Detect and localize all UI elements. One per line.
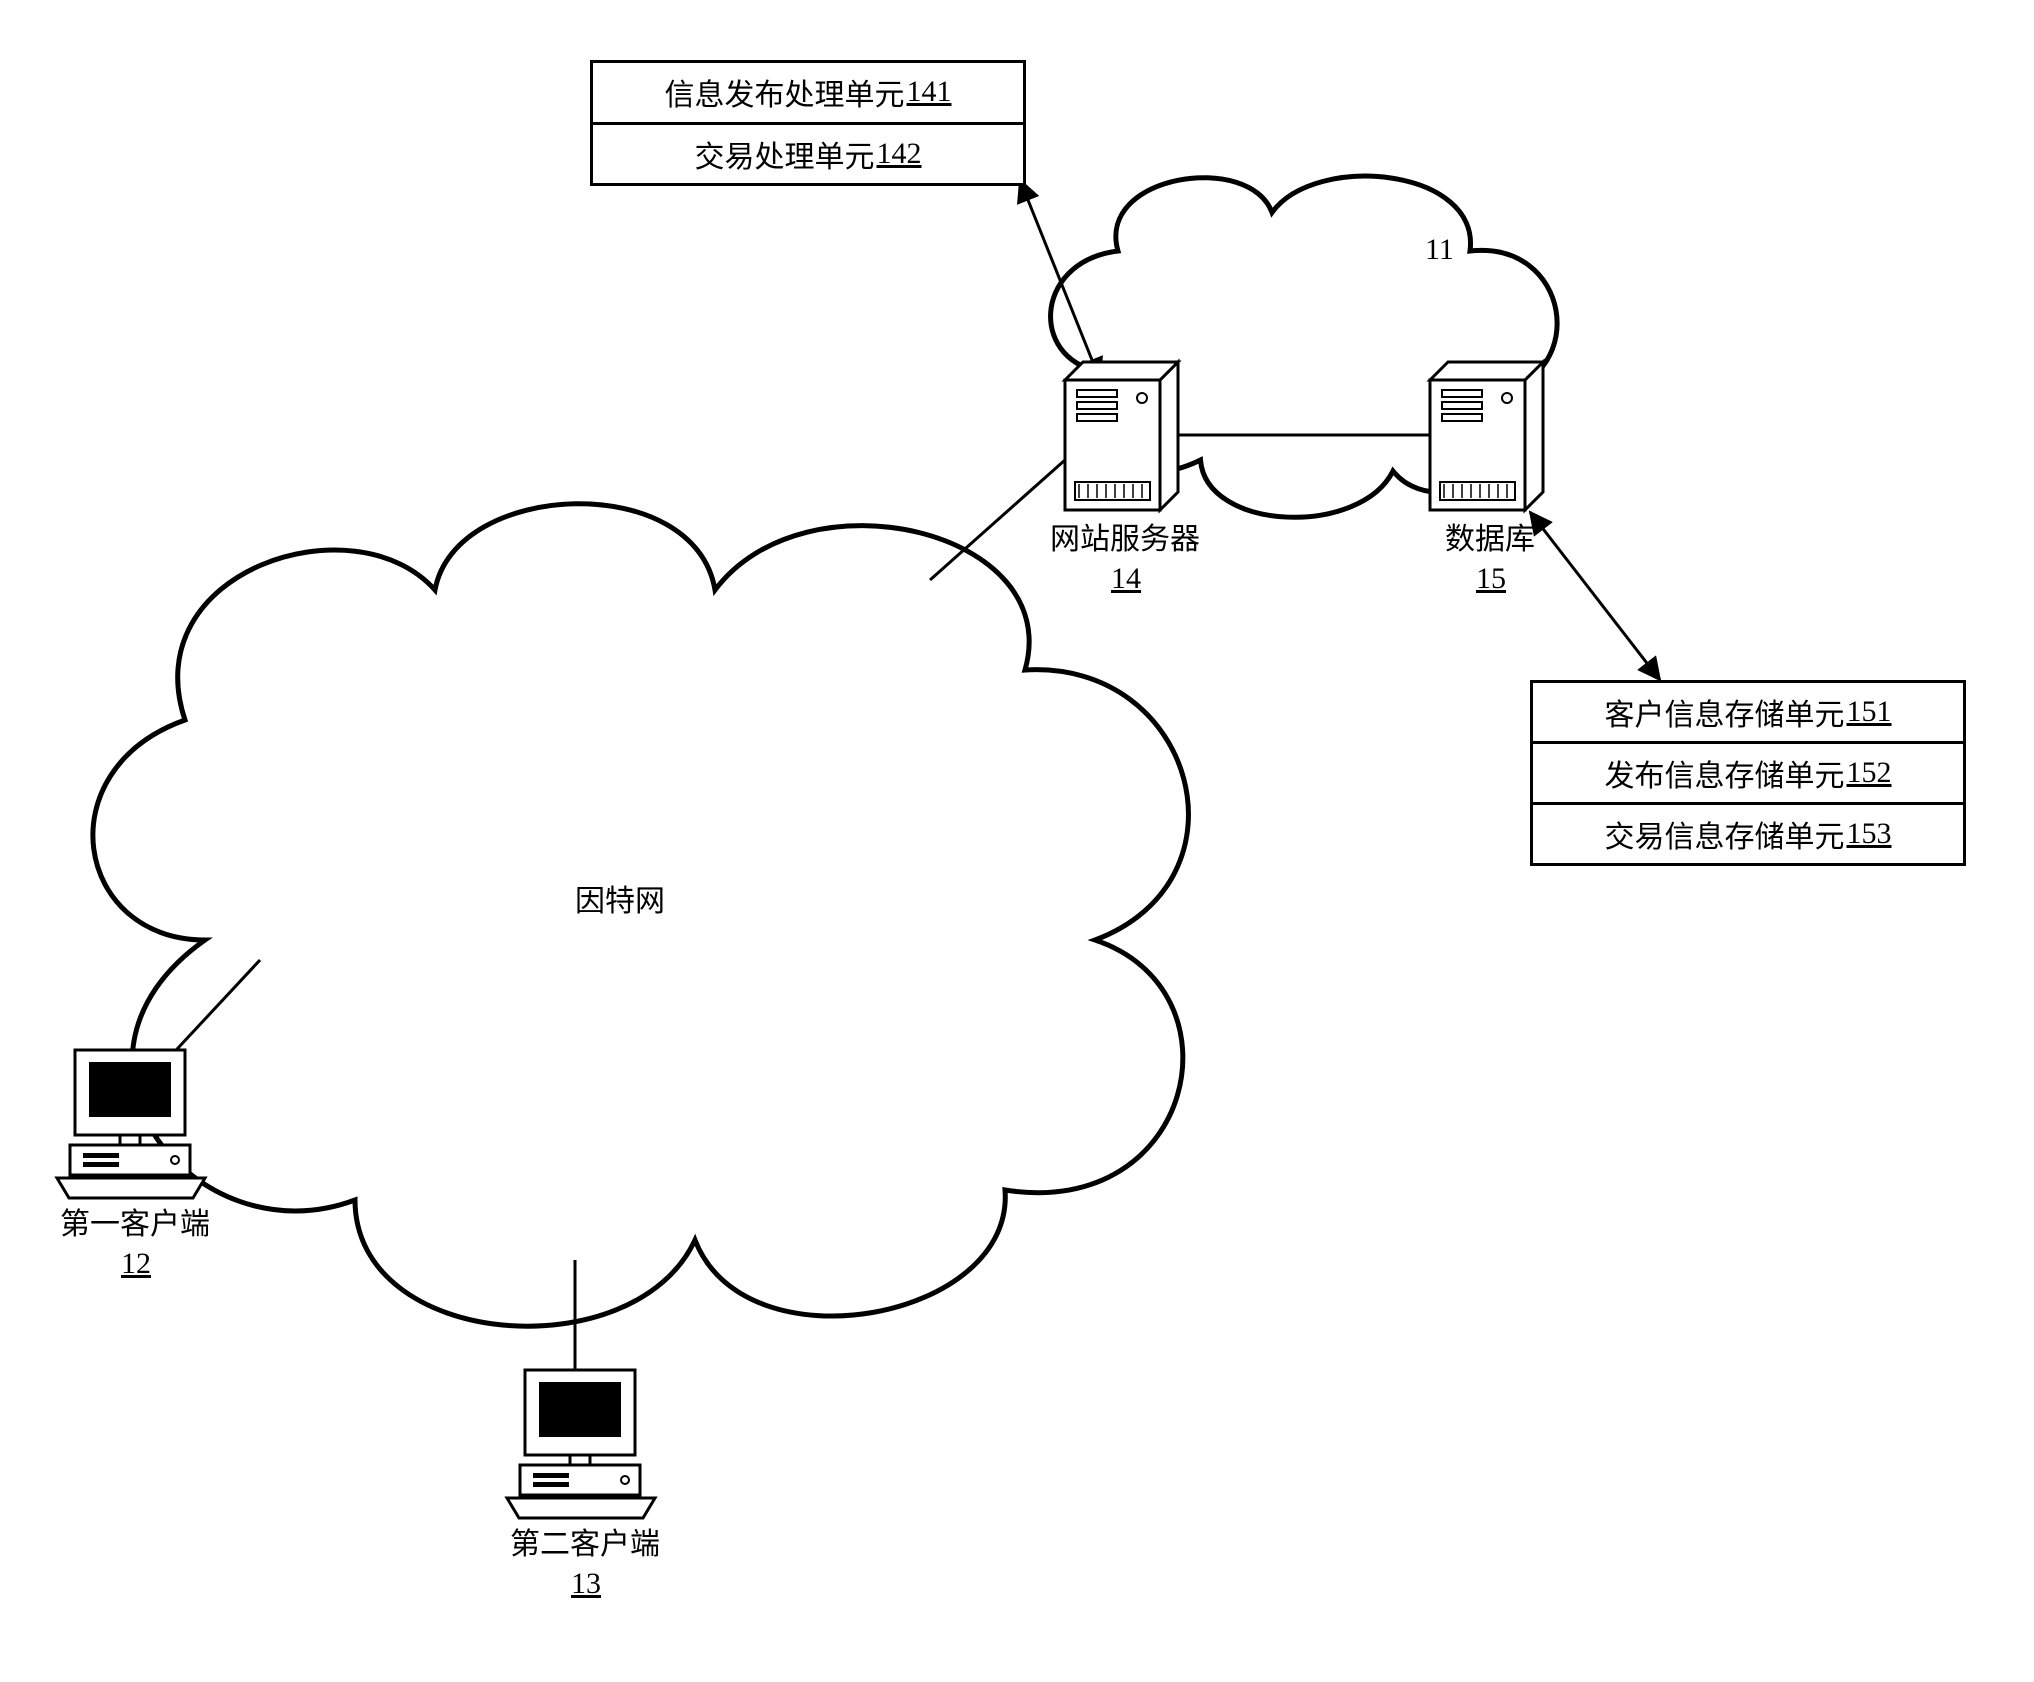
web-server-ref: 14: [1111, 562, 1141, 595]
top-box: 信息发布处理单元141交易处理单元142: [590, 60, 1026, 186]
web-server-text: 网站服务器: [1050, 523, 1200, 556]
top-box-row-1-ref: 142: [877, 137, 922, 171]
diagram-canvas: 因特网11第一客户端12第二客户端13网站服务器14数据库15信息发布处理单元1…: [0, 0, 2034, 1682]
web-server-icon: [1065, 362, 1178, 510]
top-box-row-0: 信息发布处理单元141: [593, 63, 1023, 122]
database-icon: [1430, 362, 1543, 510]
client-1-label: 第一客户端 12: [55, 1205, 215, 1283]
right-box: 客户信息存储单元151发布信息存储单元152交易信息存储单元153: [1530, 680, 1966, 866]
client-2-ref: 13: [571, 1567, 601, 1600]
client-1-text: 第一客户端: [60, 1208, 210, 1241]
top-box-row-1-text: 交易处理单元: [695, 132, 875, 176]
client-2-icon: [507, 1370, 655, 1518]
right-box-row-2-text: 交易信息存储单元: [1605, 812, 1845, 856]
right-box-row-2: 交易信息存储单元153: [1533, 802, 1963, 863]
database-label: 数据库 15: [1400, 520, 1580, 598]
top-box-row-1: 交易处理单元142: [593, 122, 1023, 184]
internet-label: 因特网: [575, 882, 665, 921]
right-box-row-1: 发布信息存储单元152: [1533, 741, 1963, 802]
right-box-row-1-ref: 152: [1847, 756, 1892, 790]
web-server-label: 网站服务器 14: [1035, 520, 1215, 598]
client-1-ref: 12: [121, 1247, 151, 1280]
database-text: 数据库: [1445, 523, 1535, 556]
server-cloud-ref: 11: [1425, 230, 1454, 269]
right-box-row-0: 客户信息存储单元151: [1533, 683, 1963, 741]
right-box-row-0-ref: 151: [1847, 695, 1892, 729]
database-ref: 15: [1476, 562, 1506, 595]
top-box-row-0-text: 信息发布处理单元: [665, 70, 905, 114]
right-box-row-2-ref: 153: [1847, 817, 1892, 851]
client-2-text: 第二客户端: [510, 1528, 660, 1561]
right-box-row-1-text: 发布信息存储单元: [1605, 751, 1845, 795]
client-2-label: 第二客户端 13: [505, 1525, 665, 1603]
right-box-row-0-text: 客户信息存储单元: [1605, 690, 1845, 734]
top-box-row-0-ref: 141: [907, 75, 952, 109]
client-1-icon: [57, 1050, 205, 1198]
